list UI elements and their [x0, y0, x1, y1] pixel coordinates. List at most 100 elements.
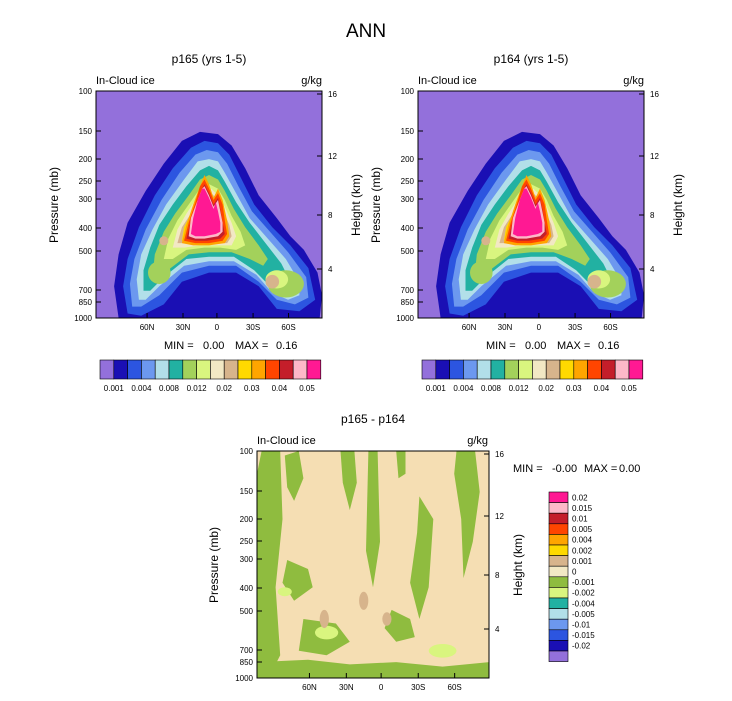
colorbar-box	[548, 587, 569, 599]
colorbar-box	[548, 597, 569, 609]
plot-frame	[256, 450, 490, 679]
colorbar-label: -0.015	[572, 631, 595, 640]
y-tick-label: 1000	[74, 314, 92, 323]
diff-patch-5	[410, 496, 434, 619]
colorbar-box	[279, 359, 294, 380]
colorbar-label: 0.004	[572, 536, 593, 545]
colorbar-label: 0.03	[244, 384, 260, 393]
colorbar-box	[251, 359, 266, 380]
min-value: 0.00	[203, 340, 224, 352]
contour-field	[114, 131, 322, 318]
max-value: 0.16	[276, 340, 297, 352]
panel-title: p165 (yrs 1-5)	[172, 52, 247, 66]
panel-difference: p165 - p164 In-Cloud ice g/kg 100 150 200 2…	[207, 412, 640, 692]
colorbar-label: 0.02	[216, 384, 232, 393]
contour-field	[257, 451, 489, 678]
y-tick-label: 250	[240, 537, 254, 546]
colorbar-box	[141, 359, 156, 380]
colorbar-box	[196, 359, 211, 380]
colorbar-label: 0.02	[572, 493, 588, 502]
plot-frame	[95, 90, 323, 319]
max-label: MAX =	[557, 340, 590, 352]
contour-lobe-4	[159, 236, 169, 246]
y-tick-label: 850	[79, 298, 93, 307]
x-tick-label: 60S	[448, 683, 462, 692]
y-tick-label: 250	[79, 177, 93, 186]
colorbar-box	[548, 618, 569, 631]
diff-patch-2	[340, 451, 357, 510]
colorbar-label: 0.04	[594, 384, 610, 393]
variable-label: In-Cloud ice	[418, 75, 477, 87]
x-tick-label: 60S	[281, 323, 295, 332]
colorbar-box	[548, 555, 569, 567]
y-tick-label: 850	[401, 298, 415, 307]
y2-axis-label: Height (km)	[511, 534, 525, 596]
colorbar-label: 0.002	[572, 546, 593, 555]
contour-level-15	[512, 188, 543, 237]
y-tick-label: 300	[79, 195, 93, 204]
max-label: MAX =	[235, 340, 268, 352]
colorbar-label: 0.04	[272, 384, 288, 393]
colorbar-label: 0.02	[538, 384, 554, 393]
y2-axis-label: Height (km)	[671, 174, 685, 236]
colorbar-label: 0.008	[159, 384, 180, 393]
contour-lobe-4	[481, 236, 491, 246]
y2-tick-label: 4	[328, 265, 333, 274]
stats-line: MIN = 0.00 MAX = 0.16	[486, 340, 619, 352]
diff-patch-6	[454, 451, 480, 579]
y-tick-label: 500	[240, 607, 254, 616]
x-tick-label: 30N	[339, 683, 354, 692]
diff-patch-0	[257, 451, 283, 678]
min-value: -0.00	[552, 463, 577, 475]
colorbar: 0.001 0.004 0.008 0.012 0.02 0.03 0.04 0.05	[421, 359, 644, 393]
colorbar-box	[548, 544, 569, 556]
colorbar-box	[223, 359, 239, 380]
colorbar-box	[292, 359, 308, 380]
y-tick-label: 700	[240, 646, 254, 655]
variable-label: In-Cloud ice	[257, 435, 316, 447]
x-tick-label: 0	[537, 323, 542, 332]
y-axis-label: Pressure (mb)	[369, 167, 383, 243]
colorbar-box	[573, 359, 588, 380]
stats-line: MIN = 0.00 MAX = 0.16	[164, 340, 297, 352]
y-tick-label: 200	[240, 515, 254, 524]
y-tick-label: 300	[240, 555, 254, 564]
axes: 100 150 200 250 300 400 500 700 850 1000 16 12 8 4 60N…	[235, 447, 504, 692]
y2-tick-label: 8	[328, 211, 333, 220]
y-tick-label: 400	[401, 224, 415, 233]
y2-tick-label: 16	[650, 90, 659, 99]
colorbar-label: 0.008	[481, 384, 502, 393]
colorbar-label: 0.01	[572, 515, 588, 524]
contour-lobe-2	[587, 274, 602, 289]
colorbar-label: 0.001	[426, 384, 447, 393]
colorbar-box	[463, 359, 478, 380]
units-label: g/kg	[301, 75, 322, 87]
panel-p164: p164 (yrs 1-5) In-Cloud ice g/kg 100 150 2…	[369, 52, 685, 393]
y-tick-label: 500	[401, 247, 415, 256]
colorbar-box	[548, 576, 569, 588]
x-tick-label: 60N	[302, 683, 317, 692]
colorbar-box	[614, 359, 630, 380]
x-tick-label: 60N	[140, 323, 155, 332]
diff-patch-4	[396, 451, 406, 479]
min-value: 0.00	[525, 340, 546, 352]
colorbar-box	[548, 629, 569, 641]
y-tick-label: 250	[401, 177, 415, 186]
colorbar-box	[237, 359, 253, 380]
diff-lime-0	[315, 625, 339, 640]
colorbar-label: -0.01	[572, 621, 591, 630]
y-tick-label: 1000	[235, 674, 253, 683]
plot-frame	[417, 90, 645, 319]
colorbar-box	[168, 359, 184, 380]
colorbar-box	[265, 359, 280, 380]
diff-tan-1	[359, 591, 369, 610]
units-label: g/kg	[467, 435, 488, 447]
colorbar-label: 0.001	[572, 557, 593, 566]
y-axis-label: Pressure (mb)	[207, 527, 221, 603]
colorbar-box	[99, 359, 115, 380]
x-tick-label: 30S	[246, 323, 260, 332]
colorbar-box	[548, 534, 569, 546]
axes: 100 150 200 250 300 400 500 700 850 1000 16 12 8 4 60N…	[74, 87, 337, 332]
y-tick-label: 150	[401, 127, 415, 136]
colorbar-box	[421, 359, 437, 380]
